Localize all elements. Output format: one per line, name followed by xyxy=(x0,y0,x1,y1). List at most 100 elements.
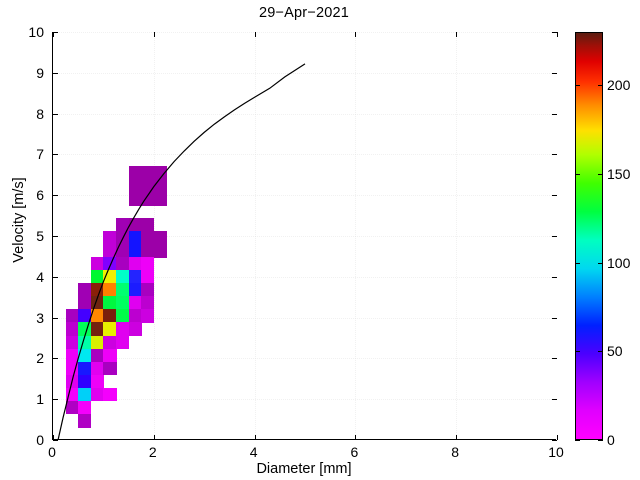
heatmap-cell xyxy=(116,270,130,284)
y-tick-mark xyxy=(53,399,58,401)
x-axis-label: Diameter [mm] xyxy=(256,461,352,477)
heatmap-cell xyxy=(141,283,155,297)
heatmap-cell xyxy=(141,257,155,271)
y-tick-mark-right xyxy=(552,276,557,278)
y-tick-mark xyxy=(53,72,58,74)
heatmap-cell xyxy=(78,335,92,350)
heatmap-cell xyxy=(103,348,117,363)
heatmap-cell xyxy=(78,309,92,324)
y-tick-mark xyxy=(53,195,58,197)
gridline-vertical xyxy=(456,32,458,439)
heatmap-cell xyxy=(78,374,92,389)
y-axis-label: Velocity [m/s] xyxy=(11,177,27,263)
heatmap-cell xyxy=(103,283,117,297)
y-tick-label: 0 xyxy=(36,432,44,448)
heatmap-cell xyxy=(65,335,79,350)
x-tick-label: 6 xyxy=(350,444,359,460)
y-tick-mark xyxy=(53,317,58,319)
heatmap-cell xyxy=(116,257,130,271)
heatmap-cell xyxy=(78,361,92,376)
heatmap-cell xyxy=(90,257,104,271)
plot-area xyxy=(53,32,556,439)
x-tick-label: 8 xyxy=(451,444,460,460)
y-tick-mark-right xyxy=(552,72,557,74)
heatmap-cell xyxy=(78,322,92,337)
heatmap-cell xyxy=(116,296,130,311)
x-tick-mark-top xyxy=(557,32,558,37)
gridline-horizontal xyxy=(53,154,556,156)
colorbar-tick-left xyxy=(575,85,580,87)
heatmap-cell xyxy=(141,296,155,311)
heatmap-cell xyxy=(103,270,117,284)
y-tick-mark-right xyxy=(552,317,557,319)
y-tick-label: 9 xyxy=(36,64,44,81)
heatmap-cell xyxy=(65,322,79,337)
x-tick-label: 2 xyxy=(148,444,157,460)
colorbar: 0 50 100 150 200 xyxy=(575,32,630,448)
y-tick-mark-right xyxy=(552,154,557,156)
plot-axes xyxy=(52,32,558,441)
heatmap-cell xyxy=(141,231,167,258)
heatmap-cell xyxy=(103,335,117,350)
heatmap-cell xyxy=(90,374,104,389)
colorbar-tick-left xyxy=(575,173,580,175)
page-title: 29−Apr−2021 xyxy=(258,5,350,21)
heatmap-cell xyxy=(65,400,79,415)
colorbar-tick-label: 0 xyxy=(607,432,615,448)
x-tick-mark-top xyxy=(53,32,54,37)
y-tick-mark xyxy=(53,440,58,441)
gridline-horizontal xyxy=(53,399,556,401)
heatmap-cell xyxy=(78,387,92,402)
colorbar-tick-right xyxy=(598,173,603,175)
heatmap-cell xyxy=(103,387,117,402)
gridline-horizontal xyxy=(53,72,556,74)
heatmap-cell xyxy=(128,296,142,311)
x-tick-mark-top xyxy=(456,32,458,37)
heatmap-cell xyxy=(128,283,142,297)
heatmap-cell xyxy=(116,283,130,297)
y-tick-label: 1 xyxy=(36,391,44,408)
y-tick-mark-right xyxy=(552,195,557,197)
colorbar-tick-label: 100 xyxy=(607,254,631,271)
x-tick-label: 4 xyxy=(249,444,258,460)
y-tick-label: 2 xyxy=(36,350,44,367)
y-tick-label: 3 xyxy=(36,309,44,326)
y-tick-label: 7 xyxy=(36,146,44,163)
y-tick-mark xyxy=(53,32,58,33)
y-tick-mark xyxy=(53,276,58,278)
colorbar-tick-label: 200 xyxy=(607,77,631,94)
y-tick-mark-right xyxy=(552,236,557,237)
colorbar-tick-left xyxy=(575,262,580,264)
heatmap-cell xyxy=(90,335,104,350)
colorbar-tick-label: 150 xyxy=(607,165,631,182)
y-tick-mark-right xyxy=(552,358,557,360)
y-tick-label: 8 xyxy=(36,105,44,122)
heatmap-cell xyxy=(90,296,104,311)
y-tick-mark xyxy=(53,236,58,237)
heatmap-cell xyxy=(78,296,92,311)
gridline-horizontal xyxy=(53,358,556,360)
colorbar-tick-right xyxy=(598,351,603,353)
heatmap-cell xyxy=(65,387,79,402)
x-tick-mark xyxy=(53,435,54,440)
y-tick-mark-right xyxy=(552,32,557,33)
x-tick-label: 0 xyxy=(48,444,56,460)
heatmap-cell xyxy=(78,283,92,297)
heatmap-cell xyxy=(116,309,130,324)
heatmap-cell xyxy=(103,322,117,337)
x-tick-mark xyxy=(456,435,458,440)
colorbar-tick-label: 50 xyxy=(607,343,623,360)
heatmap-cell xyxy=(116,335,130,350)
x-tick-mark xyxy=(254,435,256,440)
heatmap-cell xyxy=(65,374,79,389)
heatmap-cell xyxy=(128,309,142,324)
colorbar-tick-left xyxy=(575,440,580,441)
y-tick-mark-right xyxy=(552,399,557,401)
x-tick-mark-top xyxy=(153,32,155,37)
y-tick-label: 6 xyxy=(36,187,44,204)
colorbar-tick-right xyxy=(598,85,603,87)
heatmap-cell xyxy=(103,231,117,258)
heatmap-cell xyxy=(90,283,104,297)
heatmap-cell xyxy=(103,257,117,271)
heatmap-cell xyxy=(141,270,155,284)
